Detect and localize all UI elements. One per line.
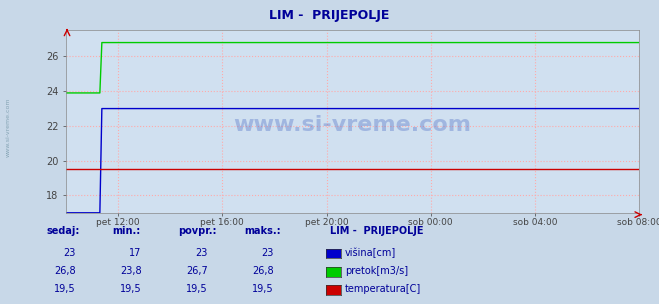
Text: 26,8: 26,8 <box>252 266 273 276</box>
Text: 23: 23 <box>261 248 273 258</box>
Text: povpr.:: povpr.: <box>178 226 216 237</box>
Text: 26,8: 26,8 <box>54 266 76 276</box>
Text: 17: 17 <box>129 248 142 258</box>
Text: www.si-vreme.com: www.si-vreme.com <box>233 115 472 135</box>
Text: 19,5: 19,5 <box>120 284 142 294</box>
Text: 23,8: 23,8 <box>120 266 142 276</box>
Text: 23: 23 <box>195 248 208 258</box>
Text: 19,5: 19,5 <box>252 284 273 294</box>
Text: LIM -  PRIJEPOLJE: LIM - PRIJEPOLJE <box>270 9 389 22</box>
Text: pretok[m3/s]: pretok[m3/s] <box>345 266 408 276</box>
Text: www.si-vreme.com: www.si-vreme.com <box>6 98 11 157</box>
Text: maks.:: maks.: <box>244 226 281 237</box>
Text: višina[cm]: višina[cm] <box>345 248 396 258</box>
Text: 23: 23 <box>63 248 76 258</box>
Text: LIM -  PRIJEPOLJE: LIM - PRIJEPOLJE <box>330 226 423 237</box>
Text: temperatura[C]: temperatura[C] <box>345 284 421 294</box>
Text: sedaj:: sedaj: <box>46 226 80 237</box>
Text: 26,7: 26,7 <box>186 266 208 276</box>
Text: 19,5: 19,5 <box>54 284 76 294</box>
Text: 19,5: 19,5 <box>186 284 208 294</box>
Text: min.:: min.: <box>112 226 140 237</box>
